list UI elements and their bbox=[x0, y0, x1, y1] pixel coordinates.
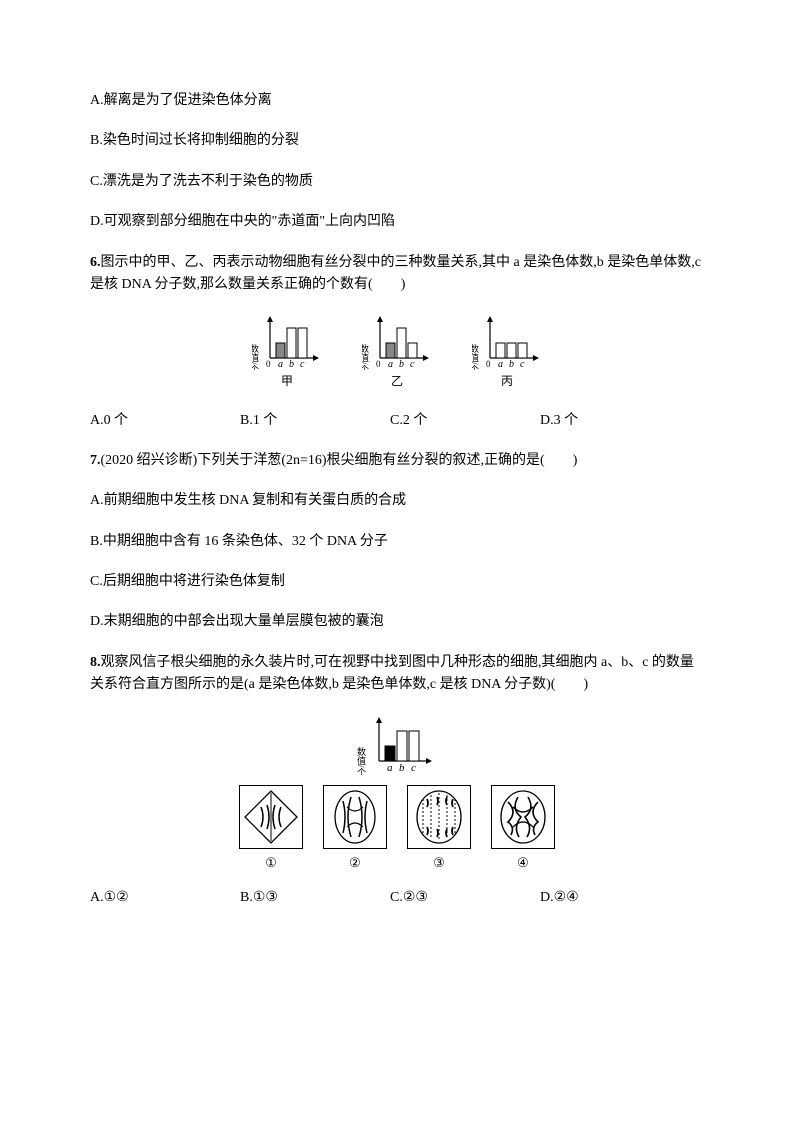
q8-cell-num-1: ① bbox=[265, 853, 277, 874]
q6-options: A.0 个 B.1 个 C.2 个 D.3 个 bbox=[90, 410, 704, 432]
q6-label-yi: 乙 bbox=[391, 372, 403, 391]
q5-option-c: C.漂洗是为了洗去不利于染色的物质 bbox=[90, 171, 704, 193]
q8-cell-num-4: ④ bbox=[517, 853, 529, 874]
q8-cell-2: ② bbox=[323, 785, 387, 874]
q7-option-d: D.末期细胞的中部会出现大量单层膜包被的囊泡 bbox=[90, 611, 704, 633]
q8-option-c: C.②③ bbox=[390, 887, 540, 909]
svg-text:b: b bbox=[289, 359, 294, 370]
q7-option-c: C.后期细胞中将进行染色体复制 bbox=[90, 571, 704, 593]
q8-cell-num-2: ② bbox=[349, 853, 361, 874]
q8-option-d: D.②④ bbox=[540, 887, 690, 909]
q6-label-bing: 丙 bbox=[501, 372, 513, 391]
svg-text:a: a bbox=[498, 359, 503, 370]
svg-text:a: a bbox=[387, 762, 393, 774]
cell-diagram-2-icon bbox=[325, 787, 385, 847]
svg-text:0: 0 bbox=[486, 359, 491, 369]
svg-text:c: c bbox=[411, 762, 416, 774]
q6-number: 6. bbox=[90, 255, 101, 270]
svg-text:b: b bbox=[399, 359, 404, 370]
q6-option-d: D.3 个 bbox=[540, 410, 690, 432]
q8-cell-3: ③ bbox=[407, 785, 471, 874]
q6-label-jia: 甲 bbox=[281, 372, 293, 391]
q8-stem-text: 观察风信子根尖细胞的永久装片时,可在视野中找到图中几种形态的细胞,其细胞内 a、… bbox=[90, 655, 694, 692]
ylabel: 数值/个 bbox=[252, 343, 259, 370]
q6-chart-jia: 数值/个 0 a b c 甲 bbox=[252, 314, 322, 391]
ylabel: 数值/个 bbox=[362, 343, 369, 370]
q8-options: A.①② B.①③ C.②③ D.②④ bbox=[90, 887, 704, 909]
q7-stem-text: (2020 绍兴诊断)下列关于洋葱(2n=16)根尖细胞有丝分裂的叙述,正确的是… bbox=[101, 453, 578, 468]
q6-option-c: C.2 个 bbox=[390, 410, 540, 432]
svg-text:b: b bbox=[399, 762, 405, 774]
svg-text:b: b bbox=[509, 359, 514, 370]
q5-option-b: B.染色时间过长将抑制细胞的分裂 bbox=[90, 130, 704, 152]
q8-cell-1: ① bbox=[239, 785, 303, 874]
q7-stem: 7.(2020 绍兴诊断)下列关于洋葱(2n=16)根尖细胞有丝分裂的叙述,正确… bbox=[90, 450, 704, 472]
q8-option-a: A.①② bbox=[90, 887, 240, 909]
q6-stem-text: 图示中的甲、乙、丙表示动物细胞有丝分裂中的三种数量关系,其中 a 是染色体数,b… bbox=[90, 255, 701, 292]
q6-chart-yi: 数值/个 0 a b c 乙 bbox=[362, 314, 432, 391]
q6-option-b: B.1 个 bbox=[240, 410, 390, 432]
q8-option-b: B.①③ bbox=[240, 887, 390, 909]
q7-number: 7. bbox=[90, 453, 101, 468]
q5-option-a: A.解离是为了促进染色体分离 bbox=[90, 90, 704, 112]
q8-cell-row: ① ② bbox=[239, 785, 555, 874]
svg-text:0: 0 bbox=[376, 359, 381, 369]
svg-text:a: a bbox=[388, 359, 393, 370]
ylabel: 数值/个 bbox=[357, 746, 366, 775]
q6-chart-jia-svg: 数值/个 0 a b c bbox=[252, 314, 322, 370]
svg-text:0: 0 bbox=[266, 359, 271, 369]
svg-text:c: c bbox=[410, 359, 415, 370]
q8-figure: 数值/个 a b c ① bbox=[90, 715, 704, 874]
q6-option-a: A.0 个 bbox=[90, 410, 240, 432]
q8-cell-4: ④ bbox=[491, 785, 555, 874]
cell-diagram-3-icon bbox=[409, 787, 469, 847]
q7-option-b: B.中期细胞中含有 16 条染色体、32 个 DNA 分子 bbox=[90, 531, 704, 553]
q8-cell-num-3: ③ bbox=[433, 853, 445, 874]
q6-stem: 6.图示中的甲、乙、丙表示动物细胞有丝分裂中的三种数量关系,其中 a 是染色体数… bbox=[90, 252, 704, 297]
q7-option-a: A.前期细胞中发生核 DNA 复制和有关蛋白质的合成 bbox=[90, 490, 704, 512]
q6-charts: 数值/个 0 a b c 甲 数值/个 0 a b c 乙 bbox=[90, 314, 704, 391]
q5-option-d: D.可观察到部分细胞在中央的"赤道面"上向内凹陷 bbox=[90, 211, 704, 233]
q6-chart-bing-svg: 数值/个 0 a b c bbox=[472, 314, 542, 370]
cell-diagram-4-icon bbox=[493, 787, 553, 847]
q8-chart-svg: 数值/个 a b c bbox=[357, 715, 437, 775]
q8-stem: 8.观察风信子根尖细胞的永久装片时,可在视野中找到图中几种形态的细胞,其细胞内 … bbox=[90, 652, 704, 697]
svg-text:c: c bbox=[520, 359, 525, 370]
svg-text:a: a bbox=[278, 359, 283, 370]
cell-diagram-1-icon bbox=[241, 787, 301, 847]
q6-chart-yi-svg: 数值/个 0 a b c bbox=[362, 314, 432, 370]
q8-number: 8. bbox=[90, 655, 101, 670]
q6-chart-bing: 数值/个 0 a b c 丙 bbox=[472, 314, 542, 391]
ylabel: 数值/个 bbox=[472, 343, 479, 370]
svg-text:c: c bbox=[300, 359, 305, 370]
